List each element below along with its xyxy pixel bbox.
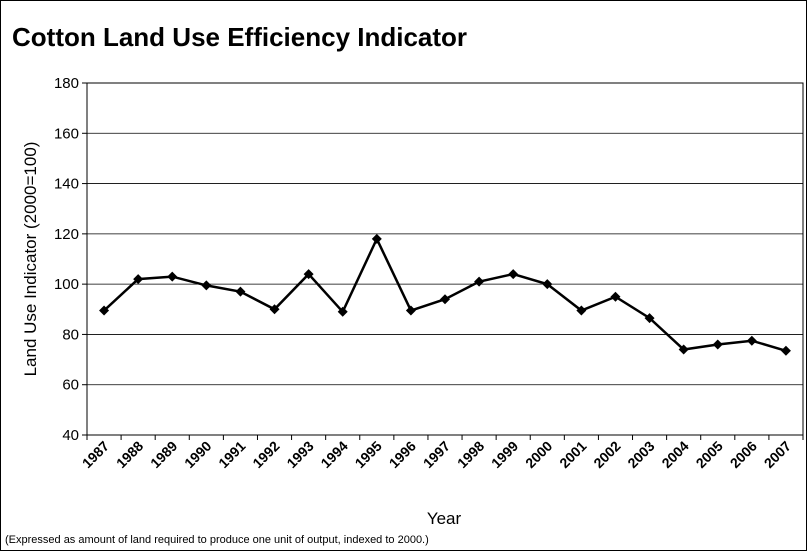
point bbox=[269, 304, 280, 315]
y-tick-label: 100 bbox=[54, 276, 79, 293]
point bbox=[712, 339, 723, 350]
x-axis-label: Year bbox=[427, 509, 462, 528]
point bbox=[508, 269, 519, 280]
point bbox=[405, 305, 416, 316]
chart-title: Cotton Land Use Efficiency Indicator bbox=[12, 22, 467, 52]
point bbox=[303, 269, 314, 280]
point bbox=[474, 276, 485, 287]
point bbox=[99, 305, 110, 316]
point bbox=[201, 280, 212, 291]
point bbox=[542, 279, 553, 290]
point bbox=[678, 344, 689, 355]
point bbox=[576, 305, 587, 316]
y-axis-label: Land Use Indicator (2000=100) bbox=[21, 142, 40, 377]
point bbox=[610, 291, 621, 302]
y-tick-label: 160 bbox=[54, 125, 79, 142]
point bbox=[746, 335, 757, 346]
y-tick-label: 40 bbox=[62, 427, 79, 444]
y-tick-label: 120 bbox=[54, 226, 79, 243]
point bbox=[780, 345, 791, 356]
point bbox=[133, 274, 144, 285]
point bbox=[371, 233, 382, 244]
point bbox=[644, 313, 655, 324]
y-tick-label: 180 bbox=[54, 75, 79, 92]
point bbox=[440, 294, 450, 305]
y-tick-label: 80 bbox=[62, 326, 79, 343]
point bbox=[167, 271, 178, 282]
y-tick-label: 60 bbox=[62, 377, 79, 394]
point bbox=[337, 306, 348, 317]
point bbox=[235, 286, 246, 297]
footnote: (Expressed as amount of land required to… bbox=[5, 534, 429, 546]
y-tick-label: 140 bbox=[54, 176, 79, 193]
